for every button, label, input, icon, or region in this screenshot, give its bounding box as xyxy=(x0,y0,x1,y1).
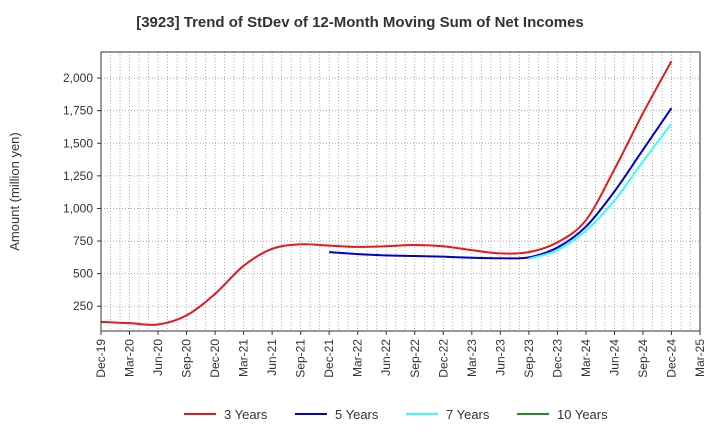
y-tick-label: 1,250 xyxy=(63,169,93,183)
x-tick-label: Dec-19 xyxy=(94,339,108,378)
x-tick-label: Dec-21 xyxy=(322,339,336,378)
chart-title: [3923] Trend of StDev of 12-Month Moving… xyxy=(136,14,584,31)
y-tick-label: 2,000 xyxy=(63,71,93,85)
x-tick-label: Dec-23 xyxy=(550,339,564,378)
x-tick-label: Sep-21 xyxy=(294,339,308,378)
legend-label: 5 Years xyxy=(335,407,379,422)
plot-frame xyxy=(100,51,701,332)
legend-label: 7 Years xyxy=(446,407,490,422)
series-line-3-years xyxy=(100,60,673,326)
y-axis-title: Amount (million yen) xyxy=(7,132,22,251)
y-tick-label: 1,000 xyxy=(63,201,93,215)
x-tick-label: Mar-25 xyxy=(693,339,707,377)
x-tick-label: Jun-21 xyxy=(265,339,279,376)
x-tick-label: Sep-23 xyxy=(522,339,536,378)
x-tick-label: Mar-20 xyxy=(123,339,137,377)
legend-label: 10 Years xyxy=(557,407,608,422)
series-line-7-years xyxy=(528,123,673,260)
series-line-5-years xyxy=(329,107,673,260)
x-tick-label: Jun-20 xyxy=(151,339,165,376)
x-tick-label: Sep-22 xyxy=(408,339,422,378)
x-tick-label: Dec-22 xyxy=(436,339,450,378)
x-tick-label: Jun-22 xyxy=(379,339,393,376)
x-tick-label: Mar-23 xyxy=(465,339,479,377)
x-tick-label: Mar-22 xyxy=(351,339,365,377)
y-tick-label: 1,500 xyxy=(63,136,93,150)
x-tick-label: Sep-24 xyxy=(636,339,650,378)
x-tick-label: Sep-20 xyxy=(180,339,194,378)
y-tick-label: 250 xyxy=(73,299,93,313)
x-tick-label: Dec-20 xyxy=(208,339,222,378)
y-tick-label: 750 xyxy=(73,234,93,248)
x-tick-label: Jun-23 xyxy=(493,339,507,376)
x-tick-label: Dec-24 xyxy=(664,339,678,378)
y-tick-label: 500 xyxy=(73,267,93,281)
x-tick-label: Mar-24 xyxy=(579,339,593,377)
legend-label: 3 Years xyxy=(224,407,268,422)
y-tick-label: 1,750 xyxy=(63,104,93,118)
x-tick-label: Mar-21 xyxy=(237,339,251,377)
x-tick-label: Jun-24 xyxy=(607,339,621,376)
